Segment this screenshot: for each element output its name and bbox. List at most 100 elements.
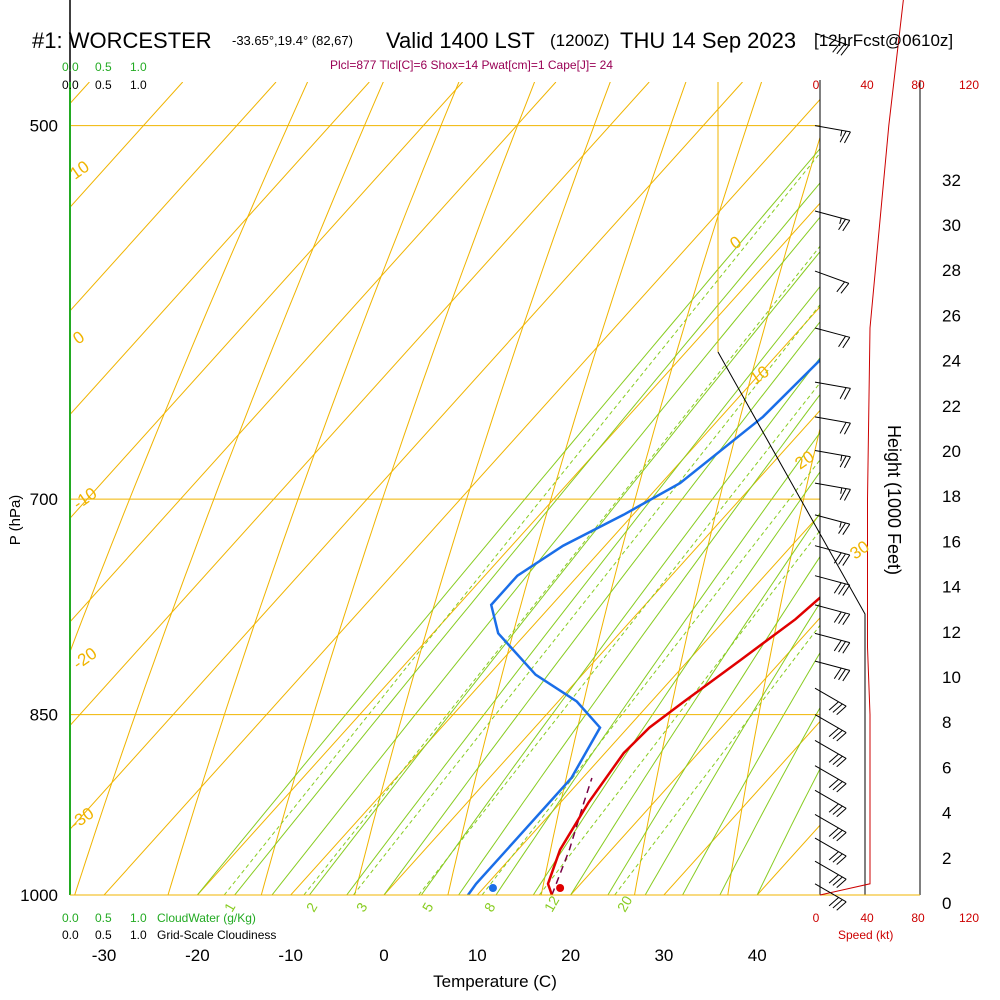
- chart-labels: 2503004005007008501000-30-20-10010203040…: [7, 60, 979, 991]
- barb-half-flag: [840, 455, 843, 462]
- temperature-tick-label: -20: [185, 946, 210, 965]
- barb-flag: [832, 781, 843, 791]
- x-axis-label: Temperature (C): [433, 972, 557, 991]
- height-tick-label: 28: [942, 261, 961, 280]
- dry-adiabat: [540, 82, 763, 895]
- wind-barb: [814, 416, 851, 435]
- dry-adiabat: [74, 82, 384, 895]
- height-tick-label: 24: [942, 352, 961, 371]
- wind-barb: [814, 814, 847, 842]
- barb-flag: [828, 803, 839, 813]
- pressure-tick-label: 850: [30, 706, 58, 725]
- speed-tick-label-bottom: 0: [813, 911, 820, 925]
- barb-flag: [842, 642, 851, 654]
- valid-date: THU 14 Sep 2023: [620, 28, 797, 53]
- barb-flag: [838, 335, 846, 347]
- height-tick-label: 32: [942, 171, 961, 190]
- barb-flag: [828, 851, 839, 861]
- cloudwater-tick-bottom: 0.0: [62, 911, 79, 925]
- wind-barb: [814, 545, 851, 566]
- barb-staff: [814, 270, 849, 284]
- wind-speed-line: [819, 0, 904, 896]
- mixing-ratio-label: 20: [614, 893, 636, 915]
- wind-barb: [814, 765, 847, 793]
- isotherm: [70, 82, 370, 416]
- moist-adiabat: [756, 767, 820, 895]
- height-tick-label: 2: [942, 849, 951, 868]
- barb-half-flag: [839, 521, 842, 528]
- barb-flag: [832, 730, 843, 740]
- dry-adiabat: [167, 82, 460, 895]
- barb-flag: [839, 130, 847, 143]
- barb-flag: [832, 42, 841, 53]
- barb-staff: [814, 210, 850, 221]
- wind-barb: [814, 739, 847, 768]
- barb-staff: [814, 514, 850, 525]
- surface-dewpoint-marker: [488, 884, 497, 892]
- speed-tick-label-bottom: 80: [911, 911, 925, 925]
- barb-staff: [814, 482, 851, 490]
- wind-panel: [814, 32, 851, 911]
- plot-frame: [69, 0, 921, 896]
- dewpoint-line: [466, 358, 820, 895]
- temperature-tick-label: 0: [379, 946, 388, 965]
- wind-barb: [814, 210, 851, 232]
- barb-flag: [836, 807, 847, 818]
- barb-flag: [832, 829, 843, 840]
- mixing-ratio-line: [223, 152, 820, 895]
- moist-adiabat: [197, 148, 820, 895]
- barb-flag: [843, 489, 851, 501]
- mixing-ratio-label: 3: [353, 900, 371, 915]
- moist-adiabat: [532, 471, 820, 895]
- wind-barb: [814, 837, 847, 865]
- barb-staff: [814, 883, 847, 903]
- barb-half-flag: [840, 130, 843, 137]
- barb-flag: [842, 220, 851, 232]
- isotherm: [70, 82, 277, 312]
- dry-adiabat-label: 30: [846, 537, 872, 563]
- barb-flag: [836, 732, 847, 742]
- barb-flag: [836, 855, 847, 865]
- speed-tick-label-top: 0: [813, 78, 820, 92]
- moist-adiabat: [570, 512, 820, 895]
- speed-tick-label-bottom: 120: [959, 911, 979, 925]
- isotherm: [70, 82, 650, 727]
- terrain-outline: [717, 351, 866, 895]
- mixing-ratio-line: [418, 382, 820, 895]
- barb-flag: [828, 874, 839, 884]
- cloudwater-tick-bottom: 0.5: [95, 911, 112, 925]
- station-coords: -33.65°,19.4° (82,67): [232, 33, 353, 48]
- barb-flag: [833, 667, 842, 679]
- temperature-tick-label: 30: [654, 946, 673, 965]
- parcel-path: [551, 777, 593, 895]
- dry-adiabat-label: 0: [69, 327, 88, 348]
- barb-staff: [814, 575, 850, 586]
- isotherm: [663, 720, 820, 895]
- barb-flag: [828, 827, 839, 837]
- moist-adiabat: [719, 706, 820, 895]
- cloudiness-tick-bottom: 1.0: [130, 928, 147, 942]
- wind-barb: [814, 883, 847, 911]
- barb-staff: [814, 765, 847, 785]
- pressure-tick-label: 1000: [20, 886, 58, 905]
- height-tick-label: 22: [942, 397, 961, 416]
- height-tick-label: 26: [942, 306, 961, 325]
- barb-flag: [840, 283, 850, 294]
- height-tick-label: 8: [942, 713, 951, 732]
- barb-flag: [836, 901, 847, 911]
- barb-staff: [814, 837, 847, 857]
- barb-flag: [843, 422, 851, 435]
- mixing-ratio-label: 12: [541, 893, 563, 915]
- moist-adiabat: [309, 250, 820, 895]
- mixing-ratio-label: 5: [419, 900, 437, 915]
- wind-barb: [814, 514, 851, 535]
- mixing-ratio-label: 8: [481, 900, 499, 915]
- barb-flag: [833, 552, 842, 564]
- cloudiness-tick-bottom: 0.5: [95, 928, 112, 942]
- temperature-tick-label: 20: [561, 946, 580, 965]
- dry-adiabat-label: 20: [791, 447, 817, 473]
- wind-barb: [814, 327, 851, 349]
- barb-flag: [842, 554, 851, 566]
- barb-staff: [814, 814, 847, 833]
- barb-flag: [832, 805, 843, 815]
